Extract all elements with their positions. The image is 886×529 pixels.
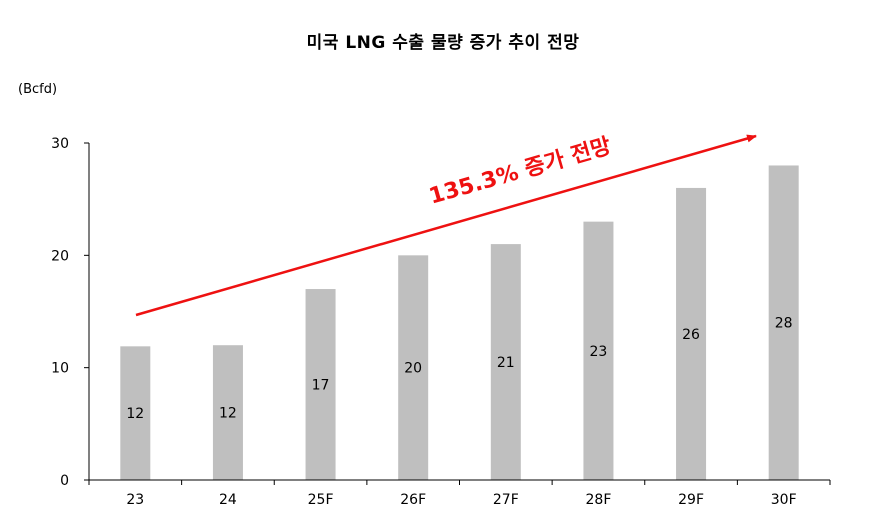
- y-tick-label: 10: [51, 361, 69, 377]
- x-tick-label: 23: [126, 492, 144, 508]
- bar-28F: [583, 221, 614, 480]
- bar-30F: [768, 165, 799, 480]
- bar-29F: [676, 187, 707, 480]
- y-tick-label: 0: [60, 473, 69, 489]
- x-tick-label: 24: [219, 492, 237, 508]
- y-tick-label: 20: [51, 248, 69, 264]
- bar-27F: [490, 244, 521, 480]
- bar-26F: [398, 255, 429, 480]
- x-tick-label: 28F: [586, 492, 612, 508]
- data-label-28F: 23: [590, 344, 608, 360]
- trend-arrow: [135, 134, 757, 317]
- x-tick-label: 27F: [493, 492, 519, 508]
- x-tick-label: 29F: [678, 492, 704, 508]
- data-label-29F: 26: [682, 327, 700, 343]
- chart-title: 미국 LNG 수출 물량 증가 추이 전망: [306, 33, 580, 53]
- bar-23: [120, 346, 151, 480]
- data-label-27F: 21: [497, 355, 515, 371]
- bar-25F: [305, 289, 336, 480]
- x-tick-label: 30F: [771, 492, 797, 508]
- data-label-23: 12: [126, 406, 144, 422]
- growth-annotation: 135.3% 증가 전망: [426, 134, 614, 210]
- data-label-26F: 20: [404, 361, 422, 377]
- data-label-30F: 28: [775, 316, 793, 332]
- y-tick-label: 30: [51, 136, 69, 152]
- bar-24: [212, 345, 243, 480]
- data-label-25F: 17: [312, 378, 330, 394]
- x-tick-label: 26F: [400, 492, 426, 508]
- data-label-24: 12: [219, 406, 237, 422]
- unit-label: (Bcfd): [18, 82, 58, 97]
- x-tick-label: 25F: [308, 492, 334, 508]
